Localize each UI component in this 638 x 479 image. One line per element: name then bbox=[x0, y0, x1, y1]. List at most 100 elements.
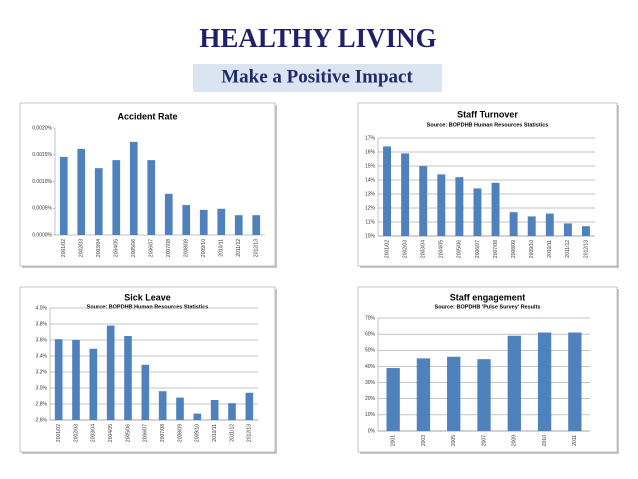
x-tick-label: 2011 bbox=[572, 435, 578, 446]
x-tick-label: 2005/06 bbox=[125, 424, 131, 442]
y-tick-label: 4.0% bbox=[36, 305, 48, 311]
bar bbox=[401, 153, 410, 236]
x-tick-label: 2011/12 bbox=[236, 239, 242, 257]
x-tick-label: 2006/07 bbox=[143, 424, 149, 442]
x-tick-label: 2003/04 bbox=[91, 424, 97, 442]
x-tick-label: 2009/10 bbox=[195, 424, 201, 442]
bar bbox=[563, 223, 572, 236]
bar bbox=[437, 174, 446, 236]
chart-subtitle: Source: BOPDHB Human Resources Statistic… bbox=[87, 304, 209, 310]
bar bbox=[447, 356, 461, 431]
bar bbox=[193, 413, 202, 420]
x-tick-label: 2012/13 bbox=[583, 240, 589, 258]
bar bbox=[527, 216, 536, 236]
bar bbox=[491, 182, 500, 236]
bar bbox=[386, 368, 400, 431]
bar bbox=[217, 208, 226, 235]
x-tick-label: 2007/08 bbox=[493, 240, 499, 258]
x-tick-label: 2001/02 bbox=[61, 239, 67, 257]
x-tick-label: 2007 bbox=[481, 435, 487, 446]
bar bbox=[568, 332, 582, 431]
y-tick-label: 16% bbox=[365, 149, 376, 155]
bar bbox=[252, 215, 261, 235]
y-tick-label: 13% bbox=[365, 191, 376, 197]
x-tick-label: 2011/12 bbox=[229, 424, 235, 442]
x-tick-label: 2009 bbox=[512, 435, 518, 446]
slide-title: HEALTHY LIVING bbox=[199, 23, 436, 53]
chart-title: Sick Leave bbox=[124, 292, 171, 302]
x-tick-label: 2002/03 bbox=[79, 239, 85, 257]
x-tick-label: 2008/09 bbox=[177, 424, 183, 442]
x-tick-label: 2003 bbox=[421, 435, 427, 446]
bar bbox=[416, 358, 431, 431]
x-tick-label: 2007/08 bbox=[160, 424, 166, 442]
x-tick-label: 2005 bbox=[451, 435, 457, 446]
x-tick-label: 2007/08 bbox=[166, 239, 172, 257]
chart-title: Accident Rate bbox=[117, 111, 177, 121]
x-tick-label: 2008/09 bbox=[184, 239, 190, 257]
y-tick-label: 3.6% bbox=[36, 337, 48, 343]
x-tick-label: 2003/04 bbox=[421, 240, 427, 258]
y-tick-label: 20% bbox=[365, 396, 376, 402]
x-tick-label: 2002/03 bbox=[73, 424, 79, 442]
y-tick-label: 3.4% bbox=[36, 353, 48, 359]
bar bbox=[147, 160, 156, 235]
x-tick-label: 2010 bbox=[542, 435, 548, 446]
bar bbox=[581, 226, 590, 236]
y-tick-label: 0% bbox=[368, 428, 376, 434]
bar bbox=[106, 325, 115, 420]
bar bbox=[537, 332, 552, 431]
bar bbox=[210, 400, 219, 420]
bar bbox=[507, 335, 521, 431]
y-tick-label: 0.0020% bbox=[32, 125, 52, 131]
x-tick-label: 2011/12 bbox=[565, 240, 571, 258]
x-tick-label: 2003/04 bbox=[96, 239, 102, 257]
x-tick-label: 2010/11 bbox=[219, 239, 225, 257]
bar bbox=[164, 193, 173, 235]
chart-subtitle: Source: BOPDHB Human Resources Statistic… bbox=[427, 122, 549, 128]
y-tick-label: 10% bbox=[365, 412, 376, 418]
x-tick-label: 2010/11 bbox=[547, 240, 553, 258]
bar bbox=[182, 205, 191, 235]
x-tick-label: 2010/11 bbox=[212, 424, 218, 442]
y-tick-label: 17% bbox=[365, 135, 376, 141]
bar bbox=[129, 141, 138, 235]
x-tick-label: 2004/05 bbox=[439, 240, 445, 258]
x-tick-label: 2005/06 bbox=[457, 240, 463, 258]
x-tick-label: 2012/13 bbox=[247, 424, 253, 442]
bar bbox=[72, 340, 80, 420]
y-tick-label: 3.8% bbox=[36, 321, 48, 327]
bar bbox=[477, 359, 491, 431]
bar bbox=[158, 391, 167, 420]
bar bbox=[509, 212, 518, 236]
y-tick-label: 3.0% bbox=[36, 385, 48, 391]
slide-subtitle: Make a Positive Impact bbox=[221, 66, 413, 87]
x-tick-label: 2004/05 bbox=[108, 424, 114, 442]
y-tick-label: 40% bbox=[365, 364, 376, 370]
x-tick-label: 2006/07 bbox=[475, 240, 481, 258]
bar bbox=[545, 213, 554, 236]
y-tick-label: 2.8% bbox=[36, 401, 48, 407]
bar bbox=[54, 339, 63, 420]
y-tick-label: 70% bbox=[365, 315, 376, 321]
bar bbox=[234, 215, 243, 235]
chart-title: Staff engagement bbox=[450, 292, 526, 302]
bar bbox=[245, 392, 254, 420]
y-tick-label: 0.0015% bbox=[32, 152, 52, 158]
bar bbox=[419, 166, 428, 236]
y-tick-label: 3.2% bbox=[36, 369, 48, 375]
bar bbox=[124, 336, 132, 420]
y-tick-label: 14% bbox=[365, 177, 376, 183]
x-tick-label: 2004/05 bbox=[114, 239, 120, 257]
bar bbox=[94, 168, 103, 235]
x-tick-label: 2001/02 bbox=[384, 240, 390, 258]
y-tick-label: 0.0005% bbox=[32, 206, 52, 212]
x-tick-label: 2005/06 bbox=[131, 239, 137, 257]
y-tick-label: 50% bbox=[365, 348, 376, 354]
bar bbox=[455, 177, 464, 236]
y-tick-label: 30% bbox=[365, 380, 376, 386]
x-tick-label: 2009/10 bbox=[201, 239, 207, 257]
y-tick-label: 11% bbox=[365, 219, 375, 225]
x-tick-label: 2009/10 bbox=[529, 240, 535, 258]
